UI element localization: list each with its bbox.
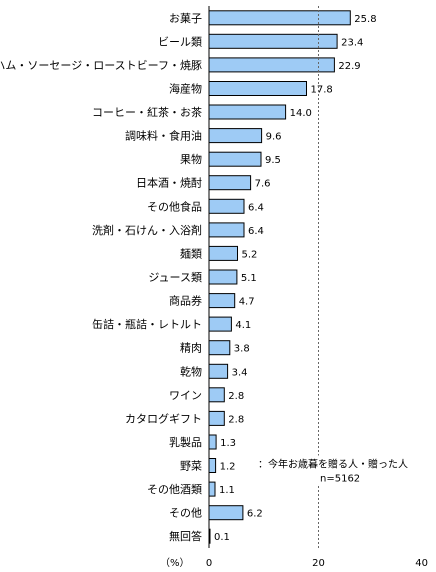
bar xyxy=(208,293,236,309)
value-label: 9.5 xyxy=(265,155,281,166)
category-label: 商品券 xyxy=(169,294,202,308)
category-label: その他 xyxy=(169,507,202,520)
bar xyxy=(208,458,217,473)
category-label: ジュース類 xyxy=(148,271,202,284)
bar xyxy=(208,269,238,285)
category-label: 日本酒・焼酎 xyxy=(136,176,202,190)
x-tick-labels-group: 0 20 40 xyxy=(206,558,428,569)
bar xyxy=(208,104,287,120)
category-label: ハム・ソーセージ・ローストビーフ・焼豚 xyxy=(0,59,202,72)
value-label: 2.8 xyxy=(228,391,244,402)
category-label: 乳製品 xyxy=(169,435,202,449)
bar xyxy=(208,222,245,238)
category-label: ワイン xyxy=(169,389,202,402)
category-label: その他食品 xyxy=(147,199,202,213)
bar xyxy=(208,57,335,73)
bar xyxy=(208,481,216,497)
x-tick-label: 40 xyxy=(415,558,428,569)
x-tick-label: 20 xyxy=(312,558,325,569)
value-label: 2.8 xyxy=(228,414,244,425)
category-label: お菓子 xyxy=(169,12,202,25)
bar xyxy=(208,81,307,96)
x-tick-label: 0 xyxy=(206,558,212,569)
value-label: 1.1 xyxy=(219,485,235,496)
category-label: コーヒー・紅茶・お茶 xyxy=(92,106,202,119)
bar xyxy=(208,340,231,356)
category-label: 精肉 xyxy=(180,342,202,355)
value-label: 6.4 xyxy=(248,202,264,213)
category-label: 缶詰・瓶詰・レトルト xyxy=(92,317,202,331)
category-label: その他酒類 xyxy=(147,483,202,496)
value-label: 9.6 xyxy=(266,132,282,143)
category-label: 調味料・食用油 xyxy=(125,129,202,143)
value-label: 1.3 xyxy=(220,438,236,449)
annotation-line-2: n=5162 xyxy=(320,474,360,485)
value-label: 14.0 xyxy=(290,108,312,119)
value-label: 7.6 xyxy=(255,179,271,190)
category-label: 海産物 xyxy=(169,82,202,96)
value-label: 5.1 xyxy=(241,273,257,284)
bar xyxy=(208,33,338,49)
value-label: 6.4 xyxy=(248,226,264,237)
category-label: 洗剤・石けん・入浴剤 xyxy=(92,223,202,237)
category-label: カタログギフト xyxy=(125,411,202,425)
x-unit-label: （%） xyxy=(160,557,190,569)
category-label: 麺類 xyxy=(180,247,202,260)
bar xyxy=(208,363,229,379)
bar xyxy=(208,151,262,167)
bar xyxy=(208,245,238,261)
bar xyxy=(208,316,232,332)
value-label: 17.8 xyxy=(311,85,333,96)
bar xyxy=(208,175,252,191)
category-label: 野菜 xyxy=(180,460,202,473)
bar xyxy=(208,387,225,403)
value-label: 6.2 xyxy=(247,509,263,520)
value-label: 3.8 xyxy=(234,344,250,355)
bar xyxy=(208,505,244,521)
category-labels-group: お菓子ビール類ハム・ソーセージ・ローストビーフ・焼豚海産物コーヒー・紅茶・お茶調… xyxy=(0,12,202,543)
bar xyxy=(208,434,217,450)
bar xyxy=(208,128,263,144)
bar xyxy=(208,410,225,426)
value-label: 4.7 xyxy=(239,297,255,308)
value-label: 3.4 xyxy=(232,367,248,378)
value-label: 25.8 xyxy=(354,14,376,25)
value-label: 1.2 xyxy=(220,462,236,473)
bar xyxy=(208,198,245,214)
value-label: 4.1 xyxy=(235,320,251,331)
category-label: 無回答 xyxy=(169,529,202,543)
category-label: 果物 xyxy=(180,152,202,166)
category-label: ビール類 xyxy=(158,35,202,48)
annotation-background xyxy=(256,455,416,486)
value-label: 5.2 xyxy=(242,249,258,260)
bar xyxy=(208,10,351,26)
value-label: 22.9 xyxy=(338,61,360,72)
value-label: 0.1 xyxy=(214,532,230,543)
value-label: 23.4 xyxy=(341,37,363,48)
value-labels-group: 25.8 23.4 22.9 17.8 14.0 9.6 9.5 7.6 6.4 6.4 5.2 5.… xyxy=(214,14,377,543)
category-label: 乾物 xyxy=(180,364,202,378)
annotation-line-1: ：今年お歳暮を贈る人・贈った人 xyxy=(258,458,408,471)
